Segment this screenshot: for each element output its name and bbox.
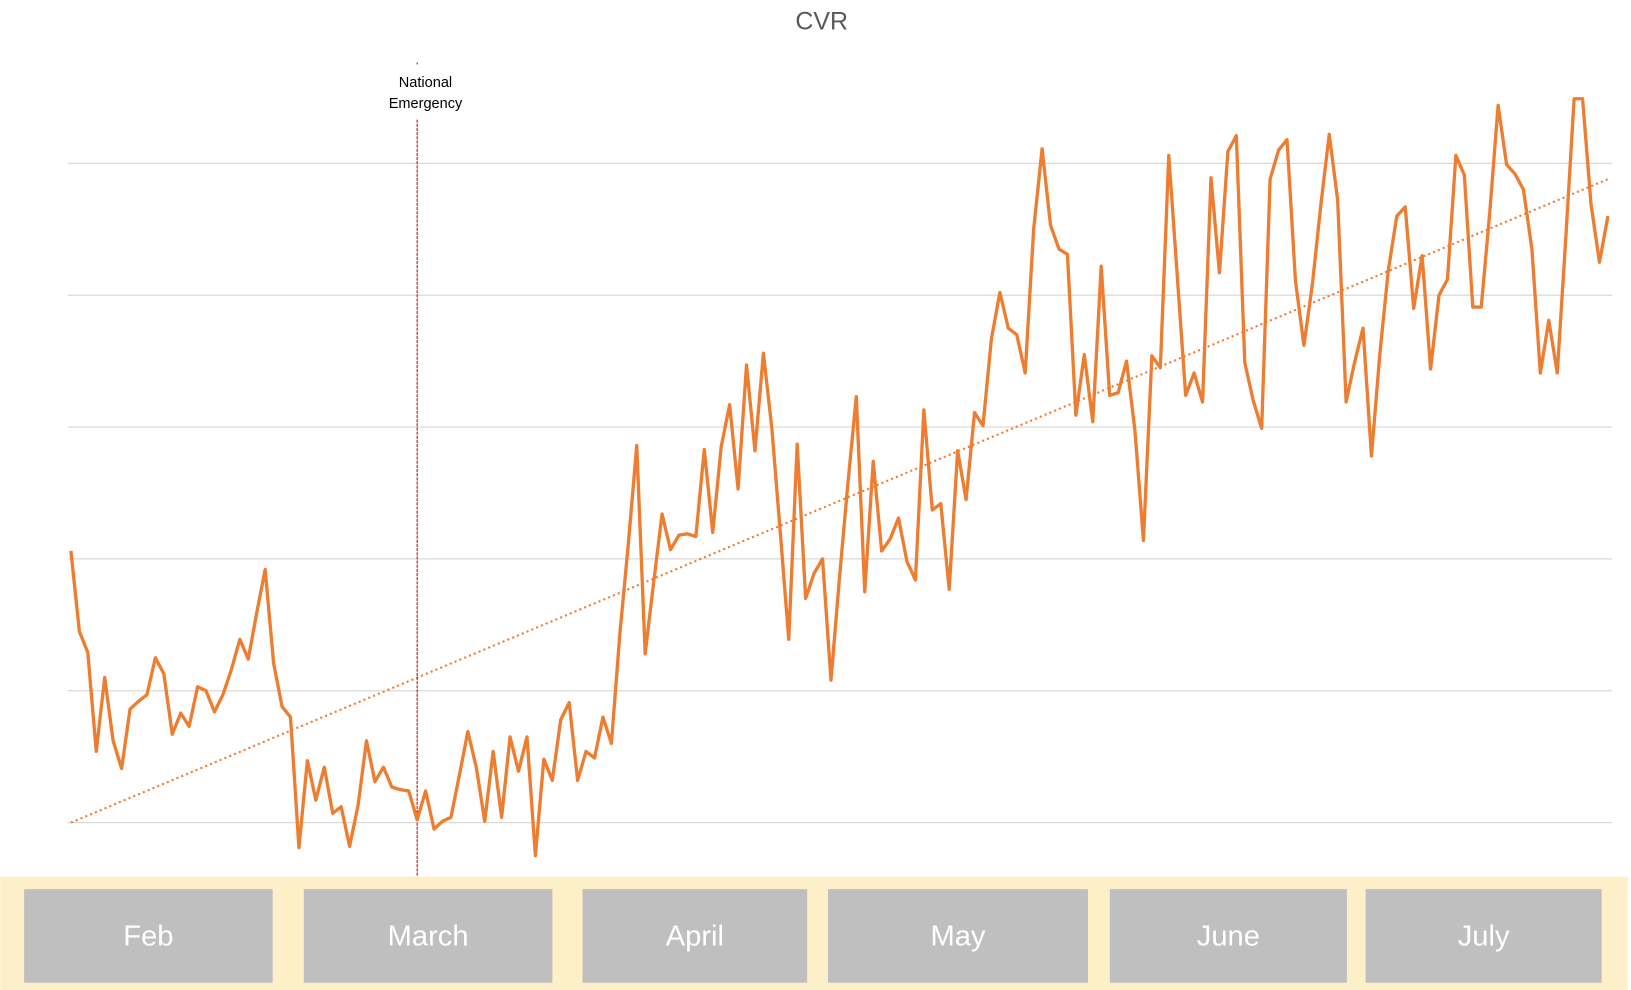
slicer-button[interactable]: May	[827, 889, 1088, 983]
annotation-text: Emergency	[389, 96, 463, 112]
trendline	[70, 178, 1609, 824]
annotation-text: National	[399, 75, 452, 91]
slicer-button-bg[interactable]	[582, 889, 808, 983]
slicer-button-label[interactable]: March	[388, 921, 469, 953]
data-line	[69, 97, 1610, 858]
slicer-button-bg[interactable]	[1109, 889, 1347, 983]
slicer: Feb March April May June July	[24, 889, 1602, 983]
slicer-button[interactable]: March	[303, 889, 553, 983]
slicer-button-label[interactable]: May	[930, 921, 985, 953]
plot-area: National Emergency	[67, 62, 1613, 877]
slicer-button-label[interactable]: April	[666, 921, 724, 953]
slicer-button-label[interactable]: July	[1458, 921, 1510, 953]
slicer-button[interactable]: July	[1365, 889, 1602, 983]
slicer-button-label[interactable]: June	[1197, 921, 1260, 953]
slicer-button[interactable]: Feb	[24, 889, 273, 983]
chart-title: CVR	[795, 7, 848, 35]
slicer-button-bg[interactable]	[827, 889, 1088, 983]
slicer-button[interactable]: June	[1109, 889, 1347, 983]
slicer-button-label[interactable]: Feb	[123, 921, 173, 953]
slicer-button-bg[interactable]	[24, 889, 273, 983]
slicer-button-bg[interactable]	[303, 889, 553, 983]
slicer-button-bg[interactable]	[1365, 889, 1602, 983]
slicer-button[interactable]: April	[582, 889, 808, 983]
